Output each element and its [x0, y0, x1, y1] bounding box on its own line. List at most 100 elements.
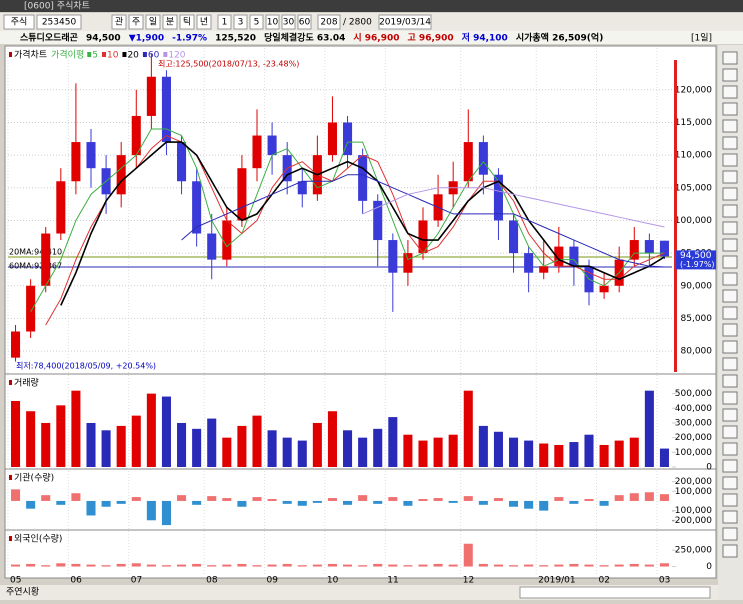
bar — [524, 500, 534, 509]
tool-icon[interactable] — [722, 425, 738, 439]
x-tick-label: 05 — [10, 576, 21, 586]
tool-icon[interactable] — [722, 306, 738, 320]
tool-icon[interactable] — [722, 476, 738, 490]
bar — [297, 440, 307, 467]
bar — [659, 563, 669, 567]
count-button-box[interactable] — [217, 14, 232, 30]
tool-icon[interactable] — [722, 340, 738, 354]
bar — [192, 428, 202, 467]
tool-icon[interactable] — [722, 119, 738, 133]
candle-body — [177, 142, 187, 182]
count-button-box[interactable] — [297, 14, 312, 30]
count-button-box[interactable] — [281, 14, 296, 30]
period-button-box[interactable] — [179, 14, 195, 30]
y-tick-label: 0 — [706, 562, 712, 572]
period-button[interactable]: 일 — [149, 17, 157, 28]
bar — [71, 390, 81, 467]
tool-icon[interactable] — [722, 102, 738, 116]
tool-icon[interactable] — [722, 544, 738, 558]
high-annotation: 최고:125,500(2018/07/13, -23.48%) — [158, 59, 299, 69]
period-button[interactable]: 분 — [166, 17, 174, 28]
period-button[interactable]: 틱 — [183, 16, 191, 28]
code-input-box[interactable] — [36, 14, 82, 30]
period-button[interactable]: 관 — [115, 17, 123, 28]
bar — [41, 565, 51, 567]
period-button-box[interactable] — [162, 14, 178, 30]
tool-icon[interactable] — [722, 187, 738, 201]
y-tick-label: 100,000 — [675, 487, 712, 497]
period-button[interactable]: 년 — [200, 17, 208, 28]
y-tick-label: 300,000 — [675, 418, 712, 428]
bar — [146, 393, 156, 467]
tool-icon[interactable] — [722, 527, 738, 541]
period-button-box[interactable] — [128, 14, 144, 30]
candle-body — [146, 76, 156, 116]
market-select[interactable]: 주식 — [11, 17, 28, 28]
tool-icon[interactable] — [722, 323, 738, 337]
last-price: 94,500 — [680, 251, 712, 261]
y-tick-label: 90,000 — [681, 281, 713, 291]
tool-icon[interactable] — [722, 238, 738, 252]
market-select-box[interactable] — [3, 14, 35, 30]
bottom-tab[interactable]: 주연시황 — [6, 587, 39, 598]
tool-icon[interactable] — [722, 408, 738, 422]
tool-icon[interactable] — [722, 510, 738, 524]
scrollbar[interactable] — [519, 586, 711, 599]
bar — [11, 489, 21, 501]
count-button[interactable]: 3 — [238, 18, 244, 28]
legend-swatch — [101, 52, 106, 57]
date-input-box[interactable] — [378, 14, 432, 30]
bar — [629, 563, 639, 567]
count-button[interactable]: 1 — [222, 18, 228, 28]
date-input[interactable]: 2019/03/14 — [379, 18, 431, 28]
info-price: 94,500 — [86, 34, 121, 44]
period-button-box[interactable] — [145, 14, 161, 30]
tool-icon[interactable] — [722, 204, 738, 218]
period-button-box[interactable] — [196, 14, 212, 30]
count-button-box[interactable] — [233, 14, 248, 30]
tool-icon[interactable] — [722, 357, 738, 371]
bar — [312, 564, 322, 567]
y-tick-label: 115,000 — [675, 118, 712, 128]
candle-body — [599, 285, 609, 293]
tool-icon[interactable] — [722, 459, 738, 473]
tool-icon[interactable] — [722, 493, 738, 507]
code-input[interactable]: 253450 — [42, 18, 77, 28]
panel-marker — [9, 475, 12, 480]
bar — [509, 437, 519, 467]
count-button[interactable]: 5 — [254, 18, 260, 28]
tool-icon[interactable] — [722, 51, 738, 65]
bar — [373, 500, 383, 504]
count-button[interactable]: 30 — [283, 18, 295, 28]
bar — [358, 565, 368, 567]
tool-icon[interactable] — [722, 221, 738, 235]
bar — [11, 564, 21, 567]
tool-icon[interactable] — [722, 136, 738, 150]
count-button[interactable]: 10 — [267, 18, 279, 28]
bar — [71, 493, 81, 501]
tool-icon[interactable] — [722, 374, 738, 388]
period-button-box[interactable] — [111, 14, 127, 30]
candle-body — [41, 233, 51, 286]
tool-icon[interactable] — [722, 85, 738, 99]
bar — [599, 500, 609, 506]
bar — [26, 411, 36, 467]
count-button-box[interactable] — [249, 14, 264, 30]
period-button[interactable]: 주 — [132, 17, 140, 28]
count-button[interactable]: 60 — [299, 18, 311, 28]
tool-icon[interactable] — [722, 153, 738, 167]
bar-count[interactable]: 208 — [320, 18, 337, 28]
candle-body — [478, 142, 488, 175]
tool-icon[interactable] — [722, 289, 738, 303]
bar — [358, 437, 368, 467]
tool-icon[interactable] — [722, 442, 738, 456]
bar-count-box[interactable] — [317, 14, 341, 30]
bar — [177, 422, 187, 467]
tool-icon[interactable] — [722, 391, 738, 405]
tool-icon[interactable] — [722, 272, 738, 286]
tool-icon[interactable] — [722, 170, 738, 184]
tool-icon[interactable] — [722, 68, 738, 82]
tool-icon[interactable] — [722, 255, 738, 269]
count-button-box[interactable] — [265, 14, 280, 30]
